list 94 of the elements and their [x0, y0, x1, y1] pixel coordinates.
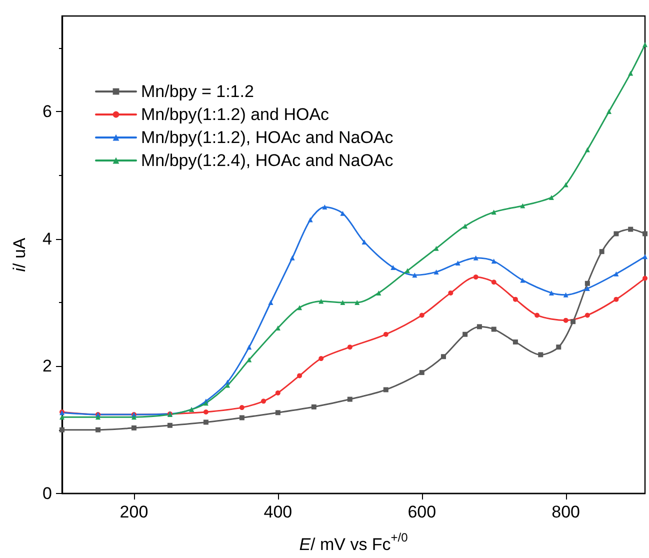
point	[268, 300, 274, 305]
y-tick-label: 2	[42, 356, 52, 376]
point	[563, 318, 568, 323]
point	[412, 272, 418, 278]
point	[520, 203, 526, 208]
y-tick-label: 0	[42, 484, 52, 503]
point	[628, 70, 634, 76]
point	[383, 332, 388, 337]
point	[556, 344, 562, 350]
point	[275, 410, 280, 416]
point	[131, 425, 136, 430]
point	[362, 240, 367, 245]
point	[390, 264, 396, 270]
y-tick-label: 4	[42, 229, 52, 248]
point	[548, 194, 554, 200]
point	[318, 298, 324, 304]
point	[563, 182, 568, 188]
point	[462, 332, 468, 337]
point	[131, 414, 136, 420]
point	[203, 420, 208, 425]
legend-label: Mn/bpy(1:2.4), HOAc and NaOAc	[141, 151, 394, 170]
point	[570, 319, 576, 324]
point	[628, 226, 634, 232]
point	[642, 276, 648, 281]
x-tick-label: 600	[408, 502, 436, 522]
point	[347, 344, 352, 350]
point	[308, 217, 313, 222]
point	[548, 290, 554, 296]
point	[239, 405, 244, 410]
point	[584, 280, 590, 286]
point	[203, 410, 208, 415]
point	[491, 280, 496, 285]
point	[376, 290, 382, 296]
point	[520, 278, 526, 283]
point	[534, 312, 540, 318]
point	[563, 292, 568, 298]
point	[642, 254, 648, 260]
x-tick-label: 800	[552, 502, 580, 522]
point	[225, 382, 230, 388]
y-axis-title: i/ uA	[10, 237, 29, 272]
point	[167, 422, 172, 428]
point	[297, 305, 302, 310]
point	[584, 147, 590, 152]
point	[512, 296, 518, 302]
legend-label: Mn/bpy(1:1.2) and HOAc	[141, 105, 330, 124]
point	[584, 286, 590, 291]
point	[491, 210, 496, 215]
point	[614, 271, 619, 276]
point	[311, 404, 316, 410]
x-tick-label: 200	[120, 502, 148, 522]
point	[95, 427, 100, 432]
point	[318, 356, 324, 362]
point	[246, 357, 252, 362]
point	[419, 312, 424, 318]
point	[239, 415, 244, 420]
point	[261, 398, 266, 404]
point	[440, 354, 446, 360]
point	[491, 326, 496, 332]
point	[297, 373, 302, 378]
point	[60, 427, 64, 432]
x-tick-label: 400	[264, 502, 292, 522]
point	[434, 246, 439, 251]
point	[290, 255, 295, 260]
point	[404, 268, 410, 274]
y-tick-label: 6	[42, 102, 52, 121]
point	[512, 339, 518, 344]
point	[599, 249, 604, 254]
point	[383, 387, 388, 392]
point	[614, 296, 619, 302]
point	[473, 274, 478, 280]
point	[434, 269, 439, 274]
point	[455, 260, 460, 266]
point	[462, 224, 468, 229]
point	[419, 370, 424, 376]
point	[347, 396, 352, 402]
point	[614, 231, 619, 236]
point	[538, 352, 544, 358]
point	[60, 414, 64, 420]
point	[246, 344, 252, 350]
point	[95, 414, 100, 420]
point	[473, 255, 478, 260]
point	[322, 204, 328, 210]
point	[476, 324, 482, 330]
point	[491, 258, 496, 264]
point	[642, 42, 648, 48]
point	[354, 300, 360, 305]
legend-label: Mn/bpy = 1:1.2	[141, 82, 254, 101]
point	[584, 312, 590, 318]
point	[340, 300, 346, 305]
point	[606, 109, 612, 114]
point	[275, 390, 280, 396]
point	[448, 290, 454, 296]
point	[642, 231, 648, 236]
legend-label: Mn/bpy(1:1.2), HOAc and NaOAc	[141, 128, 394, 147]
